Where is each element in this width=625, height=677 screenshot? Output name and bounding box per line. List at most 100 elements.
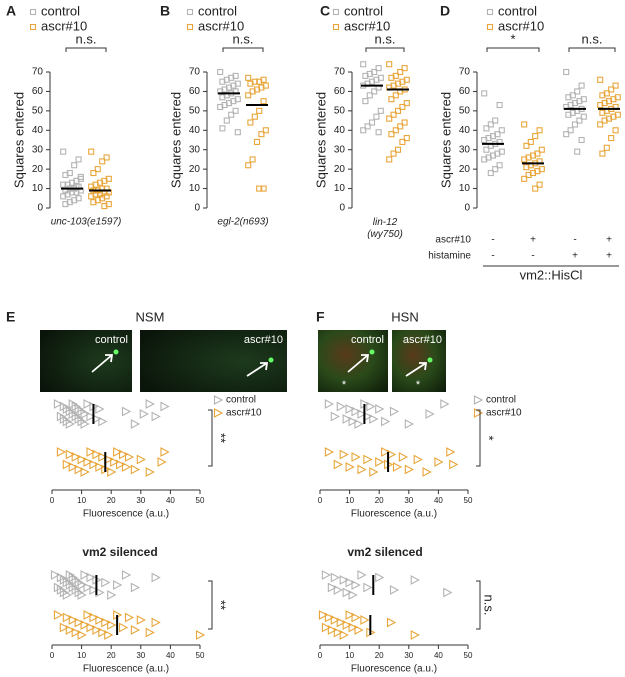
data-point [225,84,233,91]
data-point [71,401,81,412]
data-point [83,457,93,467]
x-tick-label: 10 [77,651,86,660]
legend-label: ascr#10 [344,18,390,33]
legend-swatch [29,8,37,16]
data-point [121,570,132,580]
arrow [246,362,269,377]
data-point [404,464,414,475]
data-point [59,587,70,598]
data-point [357,409,367,419]
data-point [576,117,583,124]
data-point [113,580,123,590]
data-point [597,121,604,128]
data-point [574,148,581,155]
data-point [362,98,369,105]
data-point [107,620,117,630]
x-tick-label: 40 [434,651,443,660]
data-point [77,173,84,180]
data-point [333,585,343,595]
data-point [221,86,228,93]
data-point [330,411,340,422]
arrow [347,354,370,373]
data-point [121,462,132,472]
panel-label: E [6,309,15,325]
data-point [77,454,87,465]
data-point [410,575,420,585]
data-point [498,148,505,155]
data-point [375,457,385,467]
data-point [342,587,352,598]
data-point [195,630,206,640]
data-point [225,100,233,107]
data-point [62,171,69,179]
data-point [60,193,67,200]
data-point [105,201,112,208]
data-point [375,404,385,414]
data-point [92,625,102,635]
legend-label: ascr#10 [498,18,544,33]
panel-label: B [160,3,170,19]
data-point [567,101,574,109]
data-point [610,96,617,103]
data-point [610,113,617,120]
data-point [89,459,99,470]
data-point [105,175,112,182]
legend-swatch [473,408,484,418]
significance-bracket [365,47,405,52]
x-tick-label: 0 [50,651,55,660]
data-point [336,617,346,628]
data-point [68,582,78,593]
legend-swatch [186,23,194,31]
data-point [389,406,400,417]
data-point [145,399,155,409]
y-tick-label: 60 [189,86,201,97]
data-point [245,92,252,99]
data-point [53,399,64,409]
data-point [360,615,370,625]
data-point [77,580,87,590]
legend-swatch [213,408,224,418]
condition-value: + [572,251,578,262]
data-point [324,612,335,623]
data-point [364,123,371,130]
data-point [62,416,72,427]
data-point [59,414,70,424]
panel-label: D [440,3,450,19]
image-label: ascr#10 [244,334,283,346]
data-point [386,156,393,163]
data-point [136,454,146,465]
data-point [62,612,72,623]
data-point [536,127,543,134]
significance-bracket [208,580,213,630]
data-point [390,111,397,118]
data-point [99,195,106,202]
data-point [366,92,373,99]
data-point [94,197,101,204]
image-marker: * [416,379,421,391]
data-point [388,96,395,103]
legend-label: ascr#10 [226,408,262,419]
x-axis-label: lin-12 (wy750) [367,217,403,240]
data-point [614,94,621,101]
chart-title: vm2 silenced [82,545,157,559]
data-point [71,162,78,169]
legend-label: control [498,3,537,18]
data-point [65,449,75,460]
legend-label: control [198,3,237,18]
data-point [348,590,358,600]
data-point [375,65,382,72]
data-point [494,131,501,138]
data-point [66,169,73,177]
data-point [525,154,532,161]
data-point [73,189,80,196]
data-point [485,135,492,142]
data-point [65,625,75,635]
data-point [71,197,78,204]
data-point [345,462,355,472]
data-point [145,627,155,638]
significance-label: n.s. [375,31,396,46]
data-point [492,117,499,124]
data-point [64,191,71,198]
data-point [360,61,367,68]
data-point [351,406,361,417]
